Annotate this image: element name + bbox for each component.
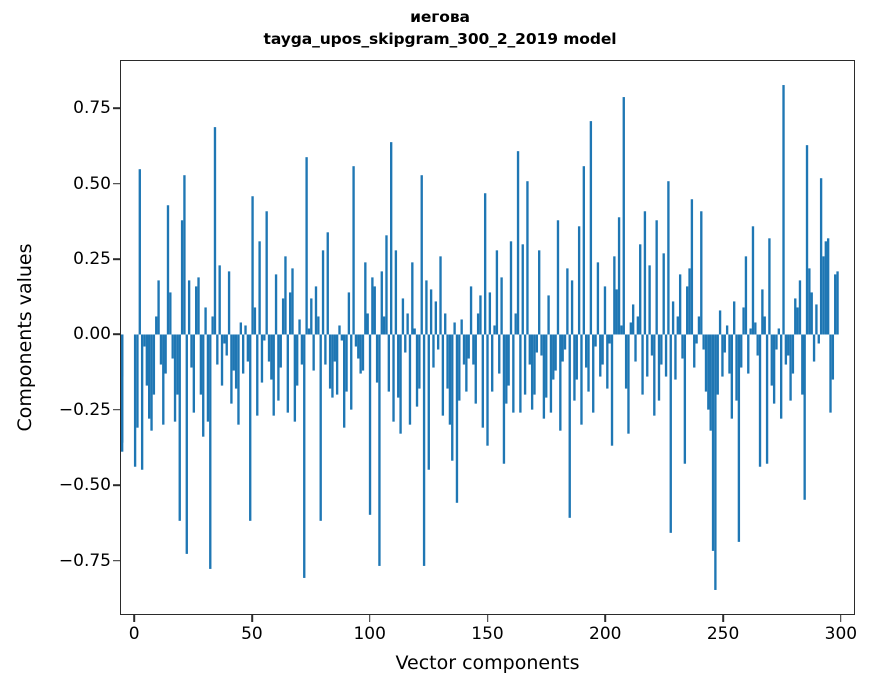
x-tick-mark <box>251 615 253 622</box>
y-tick-label: 0.25 <box>73 249 111 270</box>
y-axis-ticks: 0.75 0.50 0.25 0.00 −0.25 −0.50 −0.75 <box>0 60 120 615</box>
x-tick-mark <box>840 615 842 622</box>
y-tick-mark <box>113 107 120 110</box>
x-axis-label: Vector components <box>395 652 580 674</box>
x-tick-label: 100 <box>353 624 386 644</box>
y-axis-label: Components values <box>14 243 36 432</box>
plot-area <box>120 60 855 615</box>
x-tick-label: 150 <box>471 624 504 644</box>
x-tick-label: 50 <box>241 624 263 644</box>
y-tick-label: 0.50 <box>73 173 111 194</box>
x-tick-label: 300 <box>824 624 858 644</box>
y-tick-mark <box>113 182 120 185</box>
x-tick-mark <box>486 615 489 622</box>
chart-title-line-1: иегова <box>410 8 470 26</box>
x-tick-mark <box>368 615 371 622</box>
y-tick-label: 0.00 <box>73 324 111 345</box>
y-tick-mark <box>113 258 120 260</box>
y-tick-mark <box>113 409 120 411</box>
bar-series-svg <box>121 85 839 590</box>
x-tick-label: 200 <box>589 624 622 644</box>
x-tick-mark <box>604 615 607 622</box>
y-tick-mark <box>113 333 120 336</box>
x-tick-label: 250 <box>706 624 740 644</box>
x-axis-ticks: 0 50 100 150 200 250 300 <box>120 615 858 675</box>
y-tick-mark <box>113 484 120 487</box>
x-tick-mark <box>133 615 135 622</box>
x-tick-mark <box>722 615 724 622</box>
y-tick-label: −0.50 <box>58 475 111 496</box>
chart-title-line-2: tayga_upos_skipgram_300_2_2019 model <box>263 30 617 48</box>
y-tick-mark <box>113 559 120 562</box>
y-tick-label: −0.25 <box>58 399 111 420</box>
y-tick-label: 0.75 <box>73 98 111 119</box>
chart-title: иегова tayga_upos_skipgram_300_2_2019 mo… <box>0 6 880 50</box>
x-tick-label: 0 <box>128 624 140 644</box>
y-tick-label: −0.75 <box>58 550 111 571</box>
